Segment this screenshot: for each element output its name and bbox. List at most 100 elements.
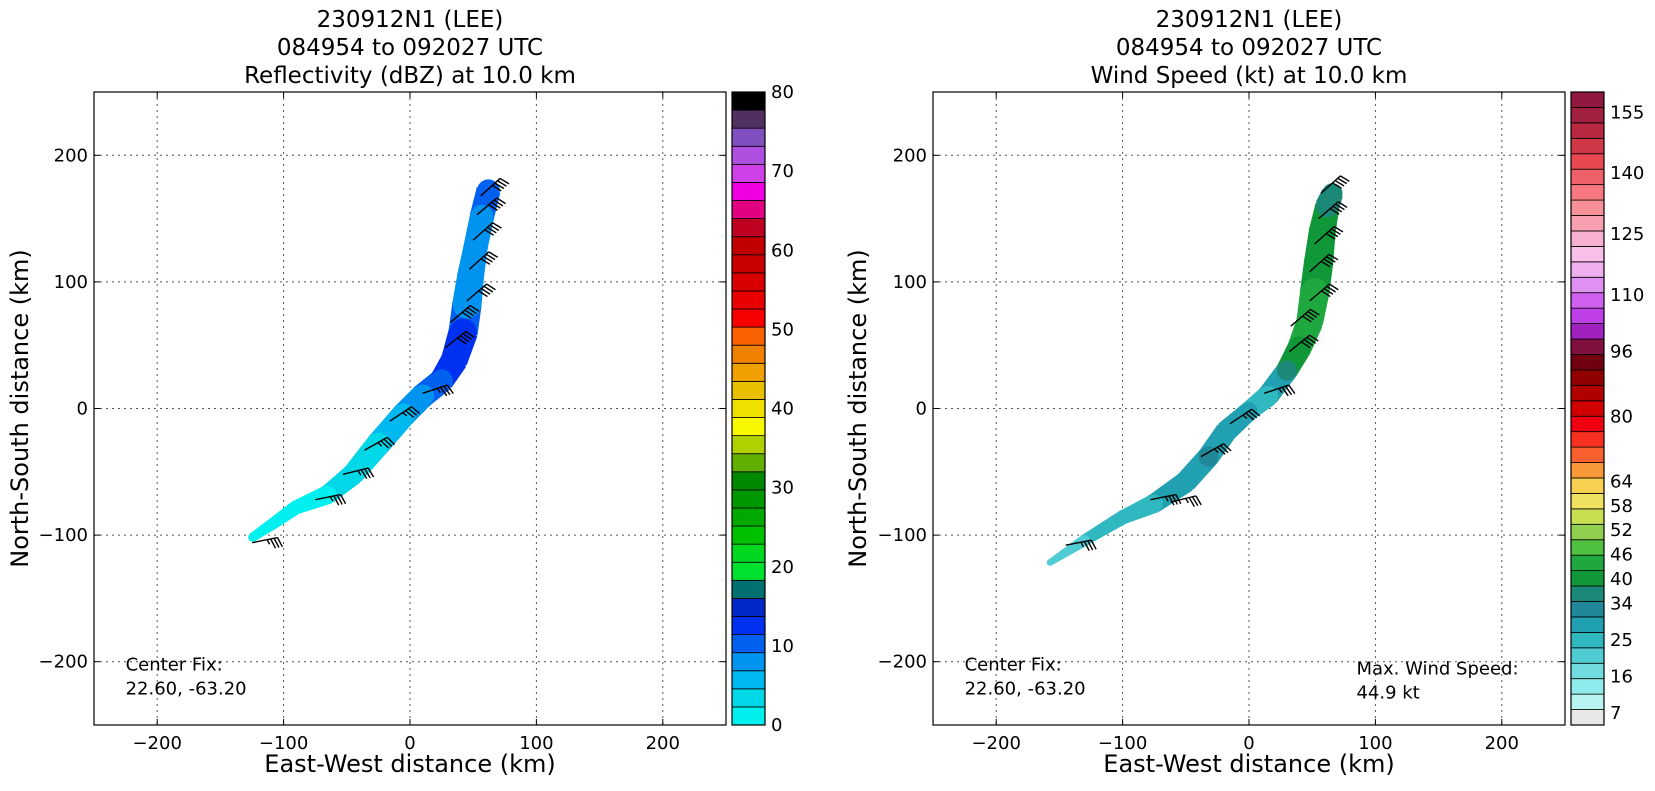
colorbar-segment [731,598,766,617]
echo-cell [1257,385,1279,406]
colorbar-segment [1570,631,1605,649]
wind-barb [1309,253,1339,273]
colorbar-tick-label: 80 [1610,407,1633,428]
wind-barb [1320,175,1350,194]
chart-title-line: Wind Speed (kt) at 10.0 km [1091,63,1408,89]
wind-barb [472,222,502,241]
wind-barb [1150,493,1182,506]
colorbar-segment [1570,384,1605,402]
x-tick-label: −200 [971,733,1020,754]
y-tick-label: −200 [39,652,88,673]
colorbar-segment [731,652,766,672]
colorbar-segment [731,417,766,437]
x-tick-label: −200 [132,733,181,754]
wind-barb [476,197,506,216]
x-tick-label: 0 [404,733,415,754]
colorbar: 7 16 25 34 40 46 52 58 64 80 96 110 125 140 155 [1570,91,1644,726]
colorbar-segment [1570,323,1605,340]
colorbar-tick-label: 46 [1610,545,1633,566]
wind-barb [1229,408,1261,425]
echo-cell [1079,535,1090,546]
y-tick-label: 100 [893,272,927,293]
colorbar-segment [1570,415,1605,433]
colorbar-tick-label: 16 [1610,666,1633,687]
colorbar-segment [1570,122,1605,139]
x-tick-label: 200 [1485,733,1519,754]
colorbar-segment [1570,585,1605,602]
colorbar-segment [731,200,766,219]
colorbar-segment [731,507,766,527]
x-tick-label: −100 [259,733,308,754]
wind-barb [466,283,496,302]
echo-cell [343,464,364,485]
x-tick-label: 100 [519,733,553,754]
colorbar-tick-label: 25 [1610,630,1633,651]
colorbar-segment [1570,601,1605,618]
wind-barb [422,384,454,397]
annotation-text: 22.60, -63.20 [965,679,1086,700]
colorbar-segment [731,688,766,708]
echo-cell [1309,218,1335,244]
echo-cell [1116,511,1129,524]
colorbar-segment [731,670,766,690]
colorbar-tick-label: 52 [1610,520,1633,541]
echo-cell [289,500,303,514]
colorbar-segment [1570,647,1605,664]
y-axis-label: North-South distance (km) [844,249,872,568]
colorbar-segment [731,91,766,111]
wind-barb [1263,384,1296,397]
y-tick-label: 0 [916,399,927,420]
wind-barb [1318,201,1348,220]
colorbar-tick-label: 64 [1610,472,1633,493]
colorbar-segment [1570,276,1605,294]
echo-cell [458,262,484,289]
colorbar-segment [1570,338,1605,355]
colorbar-segment [1570,462,1605,479]
wind-barb [389,406,420,422]
colorbar-segment [1570,292,1605,309]
wind-barb [1289,334,1319,353]
colorbar-segment [1570,523,1605,541]
chart-title-line: 230912N1 (LEE) [1156,7,1343,33]
colorbar-segment [1570,616,1605,633]
wind-barb [1309,283,1339,302]
colorbar-segment [731,561,766,581]
echo-cell [470,204,494,228]
colorbar-segment [731,326,766,346]
y-tick-label: 100 [54,272,88,293]
colorbar: 0 10 20 30 40 50 60 70 80 [731,82,794,736]
colorbar-segment [1570,693,1605,710]
y-tick-label: 0 [77,399,88,420]
colorbar-segment [731,290,766,310]
colorbar-segment [1570,307,1605,324]
x-tick-label: 100 [1358,733,1392,754]
colorbar-segment [1570,570,1605,587]
colorbar-segment [1570,91,1605,108]
colorbar-segment [1570,107,1605,124]
colorbar-segment [731,435,766,455]
colorbar-segment [1570,400,1605,417]
chart-title-line: Reflectivity (dBZ) at 10.0 km [244,63,576,89]
annotation-text: Max. Wind Speed: [1356,658,1518,679]
wind-barb [444,330,475,349]
wind-barb [1065,539,1097,552]
colorbar-tick-label: 110 [1610,285,1644,306]
colorbar-tick-label: 70 [771,161,794,182]
echo-cell [248,533,256,542]
colorbar-segment [1570,678,1605,695]
echo-cell [411,384,435,408]
colorbar-segment [1570,446,1605,463]
colorbar-tick-label: 40 [1610,569,1633,590]
x-tick-label: 0 [1243,733,1254,754]
annotation-text: 44.9 kt [1356,682,1419,703]
echo-cell [1175,471,1196,493]
wind-barb [468,251,499,270]
colorbar-tick-label: 50 [771,319,794,340]
colorbar-tick-label: 10 [771,636,794,657]
echo-cell [1145,494,1164,513]
annotation-text: Center Fix: [126,655,223,676]
colorbar-segment [731,616,766,635]
colorbar-segment [731,453,766,473]
colorbar-tick-label: 30 [771,478,794,499]
